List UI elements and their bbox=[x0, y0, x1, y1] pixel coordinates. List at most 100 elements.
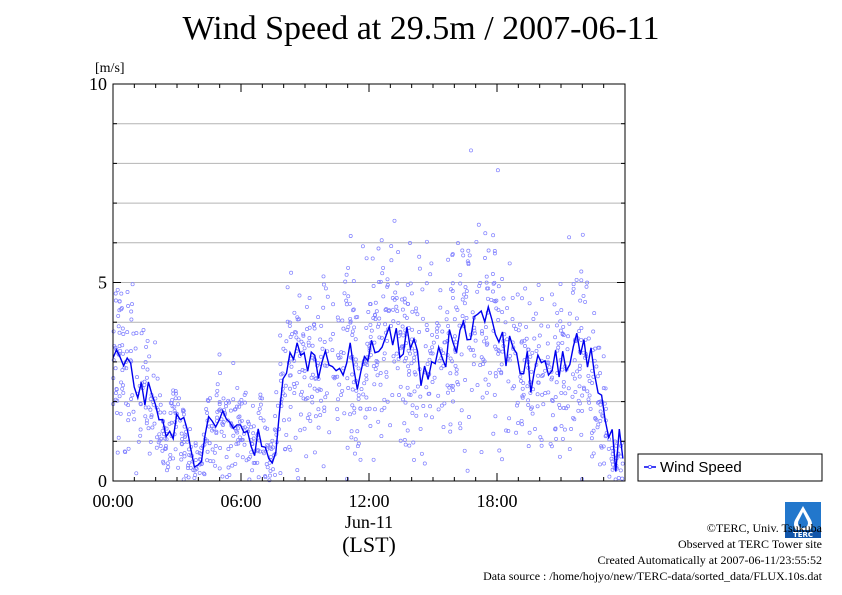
data-point bbox=[393, 290, 398, 295]
data-point bbox=[499, 370, 504, 375]
data-point bbox=[360, 244, 365, 249]
data-point bbox=[422, 461, 427, 466]
data-point bbox=[199, 462, 204, 467]
data-point bbox=[119, 291, 124, 296]
data-point bbox=[427, 357, 432, 362]
data-point bbox=[242, 392, 247, 397]
data-point bbox=[411, 358, 416, 363]
data-point bbox=[394, 296, 399, 300]
data-point bbox=[576, 408, 581, 413]
data-point bbox=[377, 335, 382, 340]
data-point bbox=[283, 348, 288, 353]
data-point bbox=[554, 436, 559, 441]
data-point bbox=[121, 390, 126, 395]
data-point bbox=[620, 461, 625, 466]
data-point bbox=[505, 337, 510, 342]
data-point bbox=[157, 438, 162, 443]
data-point bbox=[379, 408, 384, 413]
data-point bbox=[261, 418, 266, 423]
data-point bbox=[114, 387, 119, 392]
data-point bbox=[298, 392, 303, 397]
series-line-wind-speed bbox=[112, 304, 624, 472]
data-point bbox=[173, 447, 178, 452]
data-point bbox=[212, 450, 217, 455]
data-point bbox=[256, 411, 261, 415]
data-point bbox=[486, 248, 491, 253]
data-point bbox=[148, 397, 153, 401]
data-point bbox=[230, 463, 235, 468]
data-point bbox=[493, 371, 498, 376]
data-point bbox=[381, 294, 386, 299]
data-point bbox=[381, 265, 386, 270]
data-point bbox=[207, 441, 212, 446]
data-point bbox=[186, 475, 191, 480]
data-point bbox=[371, 316, 376, 321]
data-point bbox=[343, 279, 348, 284]
data-point bbox=[121, 383, 125, 388]
data-point bbox=[336, 318, 341, 323]
data-point bbox=[520, 386, 525, 391]
data-point bbox=[215, 409, 220, 414]
data-point bbox=[172, 409, 177, 413]
data-point bbox=[595, 425, 600, 430]
data-point bbox=[356, 393, 361, 398]
x-axis-label: (LST) bbox=[342, 532, 396, 557]
data-point bbox=[394, 351, 399, 356]
data-point bbox=[127, 412, 131, 417]
data-point bbox=[124, 366, 129, 371]
data-point bbox=[526, 403, 531, 407]
data-point bbox=[549, 444, 554, 449]
data-point bbox=[302, 346, 307, 351]
y-tick-label: 5 bbox=[98, 273, 107, 293]
data-point bbox=[410, 411, 415, 416]
data-point bbox=[566, 334, 570, 339]
data-point bbox=[432, 375, 437, 380]
data-point bbox=[441, 351, 446, 356]
data-point bbox=[400, 324, 405, 329]
data-point bbox=[467, 415, 471, 419]
data-point bbox=[348, 316, 353, 321]
data-point bbox=[268, 473, 272, 478]
data-point bbox=[335, 416, 340, 421]
data-point bbox=[488, 370, 492, 375]
data-point bbox=[294, 335, 299, 340]
data-point bbox=[129, 397, 134, 401]
data-point bbox=[579, 269, 584, 274]
data-point bbox=[455, 380, 460, 385]
data-point bbox=[507, 416, 512, 421]
data-point bbox=[350, 387, 355, 392]
data-point bbox=[396, 357, 401, 361]
data-point bbox=[188, 427, 192, 432]
data-point bbox=[237, 404, 242, 409]
data-point bbox=[149, 415, 154, 419]
data-point bbox=[166, 465, 171, 469]
data-point bbox=[527, 301, 532, 306]
data-point bbox=[497, 448, 502, 453]
data-point bbox=[566, 386, 571, 391]
data-point bbox=[215, 388, 220, 393]
data-point bbox=[339, 350, 344, 355]
data-point bbox=[598, 419, 603, 423]
data-point bbox=[567, 235, 572, 240]
data-point bbox=[172, 404, 177, 409]
data-point bbox=[384, 374, 389, 379]
data-point bbox=[268, 468, 273, 473]
data-point bbox=[147, 451, 152, 456]
data-point bbox=[587, 400, 592, 405]
data-point bbox=[163, 436, 168, 441]
data-point bbox=[176, 465, 181, 470]
data-point bbox=[512, 384, 517, 389]
data-point bbox=[558, 328, 563, 333]
data-point bbox=[344, 298, 349, 303]
data-point bbox=[255, 449, 260, 454]
data-point bbox=[574, 277, 579, 282]
data-point bbox=[126, 304, 131, 308]
data-point bbox=[126, 418, 131, 423]
data-point bbox=[180, 437, 185, 441]
data-point bbox=[412, 370, 417, 375]
data-point bbox=[269, 442, 273, 447]
data-point bbox=[566, 404, 570, 409]
data-point bbox=[550, 413, 555, 418]
data-point bbox=[604, 406, 608, 411]
data-point bbox=[370, 256, 375, 261]
